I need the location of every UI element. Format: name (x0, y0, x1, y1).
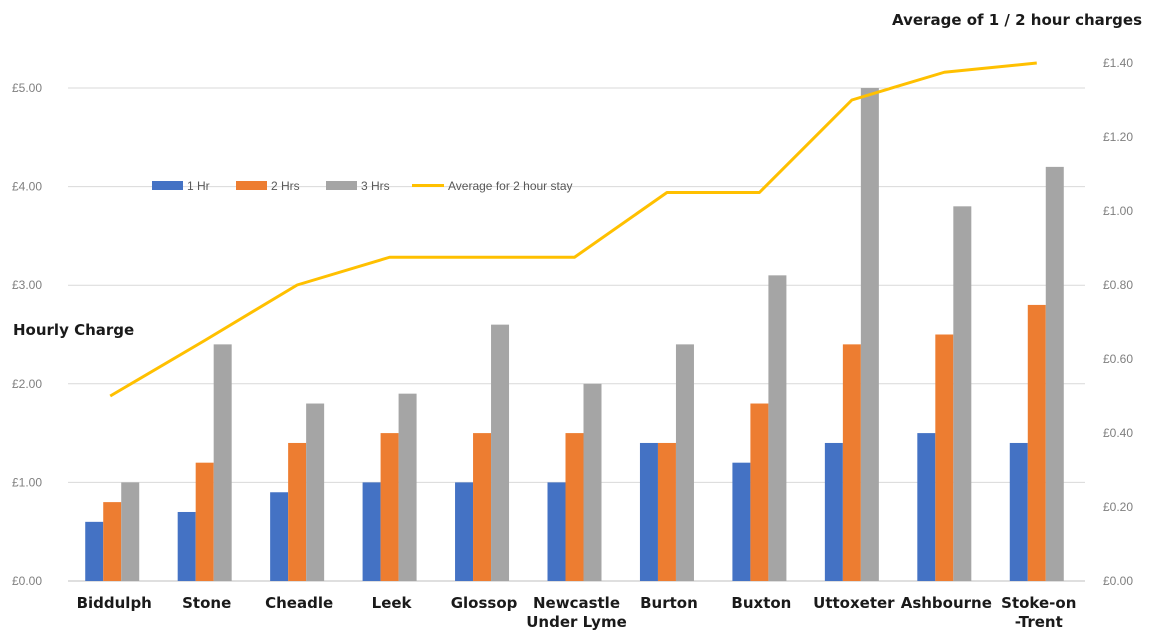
left-tick-label: £4.00 (12, 180, 42, 194)
right-tick-label: £0.40 (1103, 426, 1133, 440)
legend-label: 1 Hr (187, 179, 210, 193)
bar (639, 442, 658, 581)
category-label: Ashbourne (901, 594, 992, 612)
bar (583, 383, 602, 581)
right-tick-label: £1.40 (1103, 56, 1133, 70)
average-line-path (109, 61, 1037, 398)
left-tick-label: £0.00 (12, 574, 42, 588)
bar (842, 344, 861, 581)
bar (732, 462, 751, 581)
bars (85, 88, 1064, 581)
bar (121, 482, 140, 581)
bar (824, 442, 843, 581)
bar (547, 482, 566, 581)
bar (288, 442, 307, 581)
bar (270, 492, 289, 581)
bar (935, 334, 954, 581)
right-tick-label: £0.60 (1103, 352, 1133, 366)
legend: 1 Hr 2 Hrs 3 Hrs Average for 2 hour stay (152, 179, 573, 193)
bar (953, 206, 972, 581)
bar (675, 344, 694, 581)
category-label: Biddulph (77, 594, 152, 612)
category-label: Buxton (731, 594, 791, 612)
bar (455, 482, 474, 581)
category-label: Leek (372, 594, 413, 612)
left-tick-label: £1.00 (12, 475, 42, 489)
bar (380, 433, 399, 581)
legend-label: 2 Hrs (271, 179, 300, 193)
right-tick-label: £1.20 (1103, 130, 1133, 144)
legend-swatch (152, 181, 183, 190)
category-label: Uttoxeter (813, 594, 895, 612)
bar (860, 88, 879, 581)
legend-label: 3 Hrs (361, 179, 390, 193)
average-line (109, 61, 1037, 398)
left-tick-label: £5.00 (12, 81, 42, 95)
category-label: Glossop (451, 594, 518, 612)
bar (213, 344, 232, 581)
bar (768, 275, 787, 581)
bar (657, 442, 676, 581)
bar (473, 433, 492, 581)
right-tick-label: £1.00 (1103, 204, 1133, 218)
bar (362, 482, 381, 581)
bar (491, 324, 510, 581)
bar (177, 511, 196, 581)
bar (195, 462, 214, 581)
category-label: Under Lyme (526, 613, 627, 631)
left-tick-label: £3.00 (12, 278, 42, 292)
bar (750, 403, 769, 581)
bar (1027, 304, 1046, 581)
category-label: -Trent (1015, 613, 1063, 631)
legend-swatch (236, 181, 267, 190)
right-tick-label: £0.80 (1103, 278, 1133, 292)
bar (1045, 166, 1064, 581)
bar (398, 393, 417, 581)
left-tick-label: £2.00 (12, 377, 42, 391)
category-label: Newcastle (533, 594, 620, 612)
category-label: Stoke-on (1001, 594, 1076, 612)
category-label: Burton (640, 594, 698, 612)
right-tick-label: £0.00 (1103, 574, 1133, 588)
category-label: Stone (182, 594, 231, 612)
category-labels: Biddulph Stone Cheadle Leek Glossop Newcastle… (77, 594, 1077, 631)
axis-ticks: £0.00 £1.00 £2.00 £3.00 £4.00 £5.00 £0.00 £0.20… (12, 56, 1133, 588)
right-axis-title: Average of 1 / 2 hour charges (892, 11, 1142, 29)
left-axis-title: Hourly Charge (13, 321, 134, 339)
right-tick-label: £0.20 (1103, 500, 1133, 514)
bar (306, 403, 325, 581)
bar (103, 502, 122, 581)
bar (85, 521, 104, 581)
category-label: Cheadle (265, 594, 333, 612)
legend-label: Average for 2 hour stay (448, 179, 573, 193)
bar (1009, 442, 1028, 581)
legend-swatch (326, 181, 357, 190)
bar (565, 433, 584, 581)
bar (917, 433, 936, 581)
